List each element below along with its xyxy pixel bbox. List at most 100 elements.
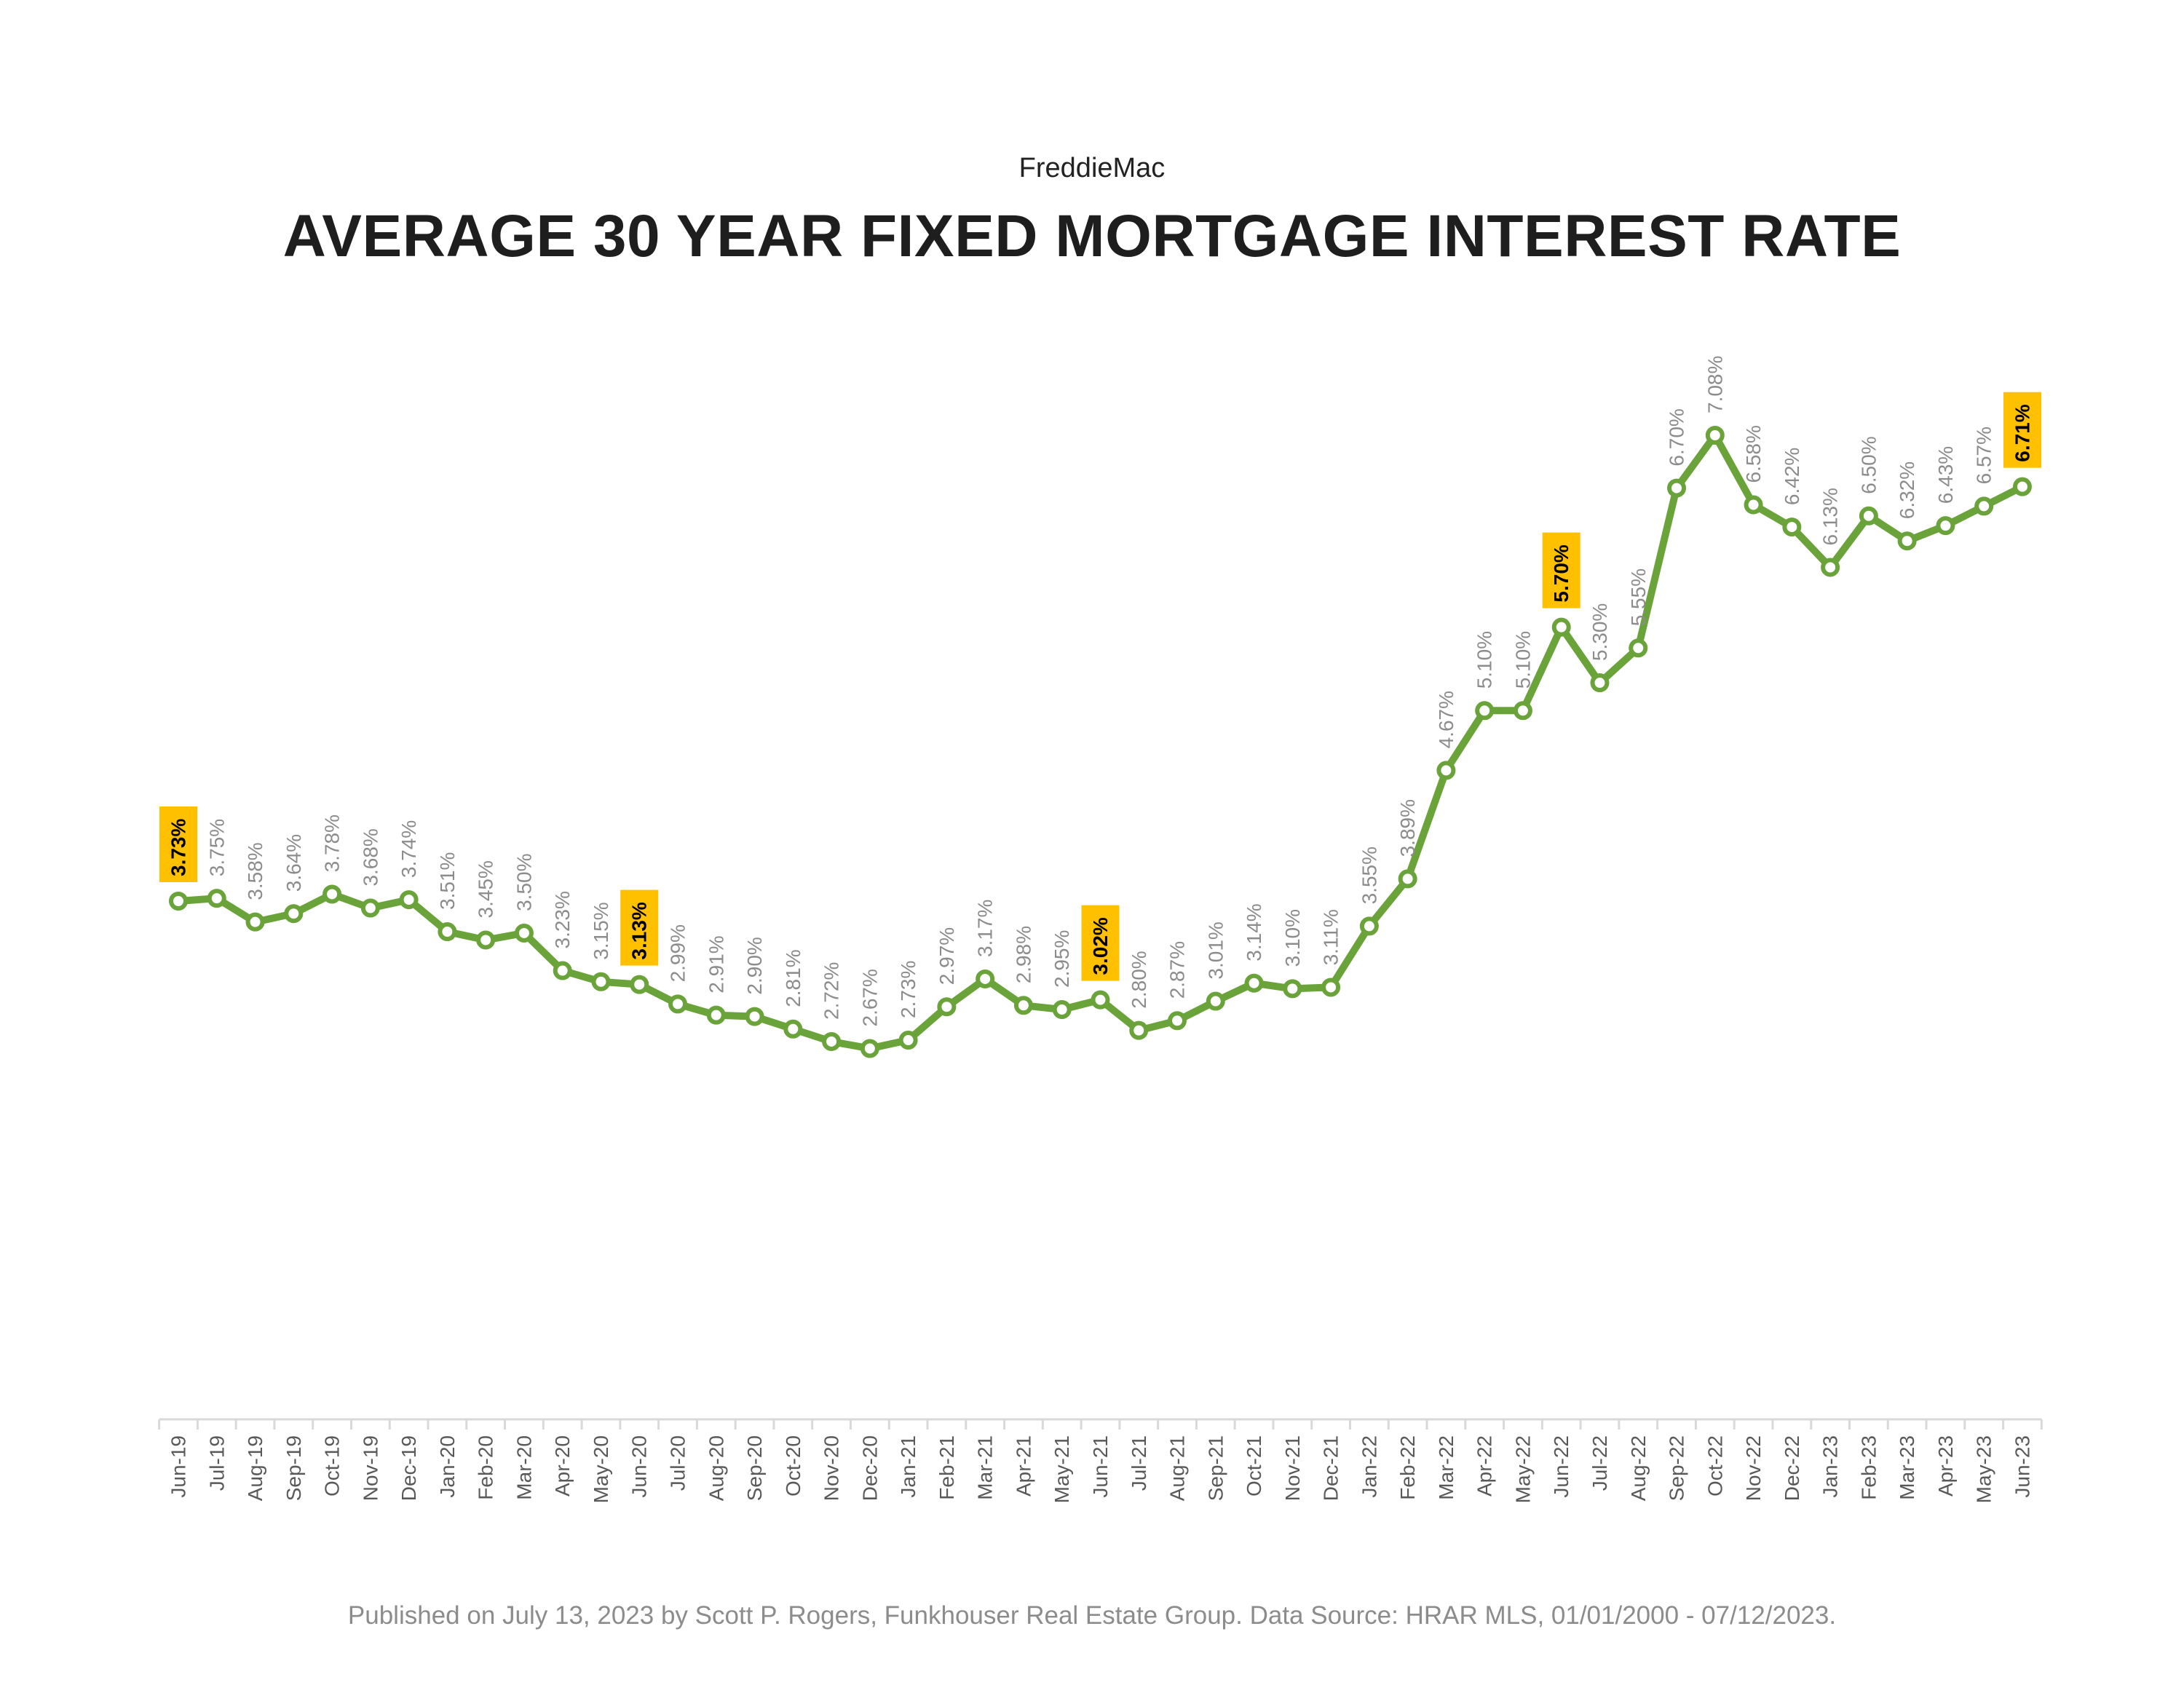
data-point xyxy=(210,891,224,905)
data-label-text: 3.78% xyxy=(321,814,344,872)
data-label-text: 3.75% xyxy=(205,819,228,876)
data-point xyxy=(402,892,416,907)
data-label-text: 3.11% xyxy=(1320,909,1342,965)
highlighted-data-label: 3.13% xyxy=(620,890,658,966)
data-point xyxy=(555,964,570,978)
data-point xyxy=(1170,1013,1184,1028)
data-label: 3.15% xyxy=(590,902,612,959)
data-point xyxy=(709,1008,724,1023)
data-point xyxy=(286,906,301,921)
x-tick-label: May-20 xyxy=(590,1435,612,1503)
data-label: 3.51% xyxy=(436,852,459,910)
data-label-text: 3.45% xyxy=(475,860,497,918)
data-label: 2.81% xyxy=(782,949,804,1007)
x-tick-label: Aug-21 xyxy=(1166,1435,1189,1501)
data-label: 4.67% xyxy=(1435,691,1457,748)
x-tick-label: Oct-19 xyxy=(321,1435,344,1496)
data-label-text: 6.70% xyxy=(1666,408,1688,466)
data-label-text: 3.13% xyxy=(628,902,651,959)
footer-note: Published on July 13, 2023 by Scott P. R… xyxy=(0,1601,2184,1630)
data-label-text: 2.91% xyxy=(705,935,727,993)
data-label: 3.11% xyxy=(1320,909,1342,965)
data-label-text: 2.72% xyxy=(820,962,843,1020)
x-tick-label: Jun-21 xyxy=(1089,1435,1112,1498)
data-point xyxy=(1093,993,1107,1007)
data-point xyxy=(1746,498,1761,512)
data-label-text: 4.67% xyxy=(1435,691,1457,748)
data-point xyxy=(363,901,378,916)
data-point xyxy=(863,1042,877,1056)
data-label: 2.90% xyxy=(743,937,766,994)
highlighted-data-label: 5.70% xyxy=(1543,533,1580,608)
data-label-text: 3.55% xyxy=(1358,847,1380,904)
data-label: 3.50% xyxy=(513,853,535,911)
data-label-text: 3.01% xyxy=(1204,921,1227,979)
data-point xyxy=(1554,620,1569,635)
data-label-text: 3.64% xyxy=(282,834,305,892)
data-point xyxy=(517,926,531,940)
data-label: 2.73% xyxy=(897,961,919,1018)
data-point xyxy=(1823,560,1837,574)
data-label-text: 3.68% xyxy=(359,828,381,886)
data-label-text: 6.50% xyxy=(1857,436,1880,493)
data-label: 3.14% xyxy=(1243,903,1265,961)
data-label-text: 3.10% xyxy=(1281,909,1304,967)
data-label-text: 3.51% xyxy=(436,852,459,910)
data-point xyxy=(1669,481,1684,496)
x-tick-label: May-23 xyxy=(1973,1435,1995,1503)
data-label: 3.23% xyxy=(551,891,574,948)
data-label: 2.98% xyxy=(1012,926,1034,983)
data-label-text: 3.58% xyxy=(244,842,266,900)
data-label: 3.17% xyxy=(974,900,997,957)
data-label: 2.72% xyxy=(820,962,843,1020)
data-point xyxy=(1208,994,1223,1009)
data-point xyxy=(1977,499,1991,513)
data-label: 3.89% xyxy=(1396,799,1419,857)
data-label: 5.10% xyxy=(1511,631,1534,689)
data-label-text: 5.55% xyxy=(1627,568,1650,626)
data-point xyxy=(1708,428,1722,443)
data-label: 2.99% xyxy=(667,924,689,982)
x-tick-label: Oct-20 xyxy=(782,1435,804,1496)
x-tick-label: Aug-22 xyxy=(1627,1435,1650,1501)
data-point xyxy=(1324,980,1338,994)
highlighted-data-label: 3.02% xyxy=(1082,905,1120,981)
data-label-text: 3.89% xyxy=(1396,799,1419,857)
x-tick-label: Jul-20 xyxy=(667,1435,689,1491)
x-tick-label: Apr-21 xyxy=(1012,1435,1034,1496)
data-point xyxy=(632,978,646,992)
x-tick-label: Jun-19 xyxy=(167,1435,190,1498)
data-label-text: 2.90% xyxy=(743,937,766,994)
highlighted-data-label: 6.71% xyxy=(2003,392,2041,468)
data-label: 2.67% xyxy=(858,969,881,1026)
x-tick-label: Feb-20 xyxy=(475,1435,497,1500)
x-tick-label: Feb-23 xyxy=(1857,1435,1880,1500)
data-point xyxy=(478,932,493,947)
x-tick-label: Aug-19 xyxy=(244,1435,266,1501)
x-tick-label: Mar-22 xyxy=(1435,1435,1457,1500)
x-tick-label: Mar-21 xyxy=(974,1435,997,1500)
data-point xyxy=(1784,520,1799,534)
data-point xyxy=(1938,518,1952,533)
x-tick-label: Jun-23 xyxy=(2011,1435,2034,1498)
data-point xyxy=(1131,1023,1146,1038)
data-point xyxy=(248,915,263,929)
data-label: 3.64% xyxy=(282,834,305,892)
data-label: 3.01% xyxy=(1204,921,1227,979)
data-label: 2.91% xyxy=(705,935,727,993)
x-tick-label: Jun-20 xyxy=(628,1435,651,1498)
data-point xyxy=(1247,976,1262,991)
x-tick-label: Mar-20 xyxy=(513,1435,535,1500)
data-label: 3.78% xyxy=(321,814,344,872)
data-label-text: 3.02% xyxy=(1089,917,1112,975)
x-tick-label: Sep-20 xyxy=(743,1435,766,1501)
line-chart: 3.73% 3.75% 3.58% 3.64% 3.78% 3.68% 3.74%3.51%… xyxy=(0,0,2184,1685)
data-point xyxy=(2015,480,2030,494)
data-label-text: 2.98% xyxy=(1012,926,1034,983)
data-label-text: 6.58% xyxy=(1742,425,1765,483)
x-tick-label: Dec-19 xyxy=(397,1435,420,1501)
data-point xyxy=(670,996,685,1011)
data-label: 2.95% xyxy=(1051,930,1073,988)
data-label-text: 5.30% xyxy=(1588,603,1611,661)
data-label: 3.10% xyxy=(1281,909,1304,967)
